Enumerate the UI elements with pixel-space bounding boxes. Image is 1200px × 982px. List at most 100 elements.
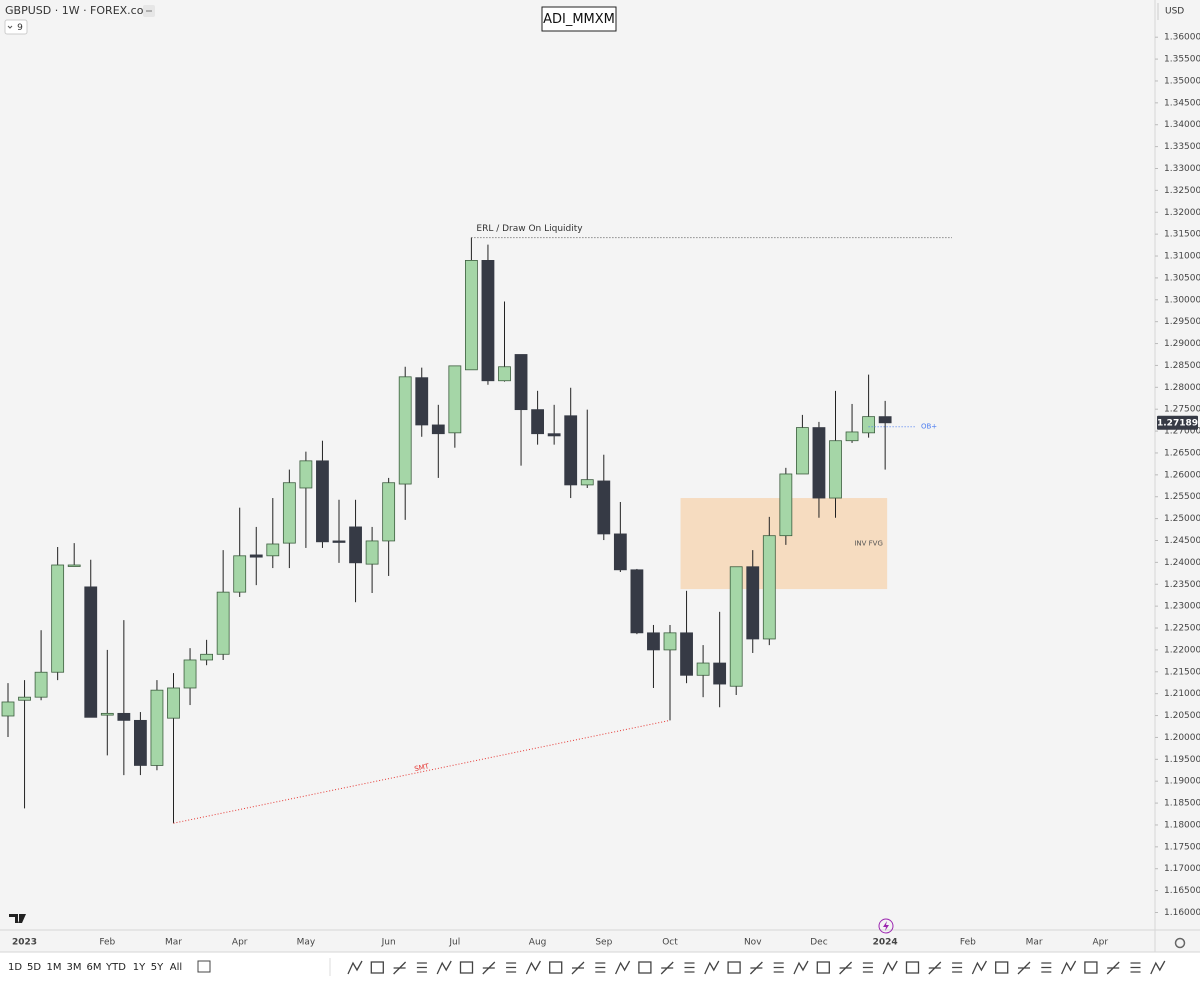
smt-label: SMT [414, 762, 431, 773]
range-button[interactable]: 1M [47, 962, 62, 973]
smt-line [173, 719, 671, 824]
candle-body-down [332, 540, 346, 543]
x-tick-label: Feb [960, 938, 976, 948]
events-icon[interactable] [878, 918, 894, 934]
drawing-tool[interactable] [459, 961, 474, 974]
indicators-toggle[interactable] [4, 19, 28, 35]
y-tick-label: 1.18000 [1164, 820, 1200, 830]
x-tick-label: Apr [232, 938, 248, 948]
fvg-label: INV FVG [854, 540, 883, 548]
candle-body-up [150, 689, 164, 766]
y-tick-label: 1.33500 [1164, 142, 1200, 152]
y-tick-label: 1.28000 [1164, 383, 1200, 393]
drawing-tool[interactable] [1061, 960, 1077, 975]
calendar-icon[interactable] [197, 960, 211, 973]
x-tick-label: Oct [662, 938, 678, 948]
candle-body-down [117, 712, 131, 721]
drawing-tool[interactable] [549, 961, 563, 974]
drawing-tool[interactable] [928, 961, 942, 975]
range-button[interactable]: 1D [8, 962, 22, 973]
toolbar: 1D 5D 1M 3M 6M YTD 1Y 5Y All [8, 958, 1166, 976]
candle-body-up [696, 662, 710, 676]
candle-body-down [481, 259, 495, 382]
candle-body-up [498, 366, 511, 382]
drawing-tool[interactable] [638, 961, 652, 974]
candle-body-down [133, 719, 147, 766]
drawing-tool[interactable] [595, 962, 606, 973]
y-tick-label: 1.19000 [1164, 777, 1200, 787]
y-tick-label: 1.16500 [1164, 886, 1200, 896]
candle-body-down [514, 354, 528, 411]
drawing-tool[interactable] [793, 960, 809, 975]
drawing-tool[interactable] [952, 962, 963, 973]
drawing-tool[interactable] [749, 961, 763, 975]
drawing-tool[interactable] [1150, 960, 1166, 975]
drawing-tool[interactable] [347, 960, 363, 975]
candle-body-up [67, 564, 81, 567]
candle-body-up [51, 564, 65, 673]
drawing-tool[interactable] [393, 961, 407, 975]
drawing-tool[interactable] [773, 962, 784, 973]
symbol-header: GBPUSD · 1W · FOREX.com [5, 4, 154, 17]
drawing-tool[interactable] [839, 961, 853, 975]
range-button[interactable]: 3M [67, 962, 82, 973]
drawing-tool[interactable] [1130, 962, 1141, 973]
y-tick-label: 1.29000 [1164, 339, 1200, 349]
drawing-tool[interactable] [436, 960, 452, 975]
x-tick-label: Jun [381, 938, 396, 948]
drawing-tool[interactable] [727, 961, 741, 974]
candle-body-up [365, 540, 379, 565]
drawing-tool[interactable] [525, 960, 541, 975]
y-tick-label: 1.16000 [1164, 908, 1200, 918]
drawing-tool[interactable] [1041, 962, 1052, 973]
candle-body-down [316, 460, 329, 543]
drawing-tool[interactable] [1084, 961, 1098, 974]
drawing-tool[interactable] [905, 961, 920, 974]
drawing-tool[interactable] [370, 961, 384, 974]
y-tick-label: 1.24500 [1164, 536, 1200, 546]
range-button[interactable]: 5D [27, 962, 41, 973]
drawing-tool[interactable] [862, 962, 873, 973]
candle-body-up [200, 653, 214, 661]
drawing-tool[interactable] [660, 961, 674, 975]
drawing-tool[interactable] [971, 960, 987, 975]
drawing-tool[interactable] [995, 961, 1009, 974]
y-tick-label: 1.26500 [1164, 448, 1200, 458]
settings-icon[interactable] [1174, 937, 1186, 949]
lightning-icon [883, 921, 889, 931]
range-button[interactable]: 1Y [133, 962, 146, 973]
drawing-tool[interactable] [1106, 961, 1120, 975]
x-tick-label: Feb [99, 938, 115, 948]
drawing-tool[interactable] [571, 961, 585, 975]
range-button[interactable]: All [170, 962, 182, 973]
y-tick-label: 1.32500 [1164, 186, 1200, 196]
drawing-tool[interactable] [416, 962, 427, 973]
y-tick-label: 1.34000 [1164, 120, 1200, 130]
range-button[interactable]: 5Y [151, 962, 164, 973]
drawing-tool[interactable] [816, 961, 830, 974]
range-button[interactable]: 6M [87, 962, 102, 973]
x-tick-label: May [297, 938, 316, 948]
y-tick-label: 1.25000 [1164, 514, 1200, 524]
candle-body-down [415, 377, 429, 426]
candle-body-up [216, 591, 230, 655]
ob-label: OB+ [921, 423, 937, 431]
y-tick-label: 1.21000 [1164, 689, 1200, 699]
y-tick-label: 1.19500 [1164, 755, 1200, 765]
candle-body-up [464, 259, 478, 371]
drawing-tool[interactable] [882, 960, 898, 975]
range-button[interactable]: YTD [105, 962, 126, 973]
x-tick-label: Mar [1026, 938, 1043, 948]
drawing-tool[interactable] [684, 962, 695, 973]
drawing-tool[interactable] [506, 962, 517, 973]
candle-body-up [183, 659, 197, 689]
drawing-tool[interactable] [704, 960, 720, 975]
y-tick-label: 1.31000 [1164, 252, 1200, 262]
drawing-tool[interactable] [615, 960, 631, 975]
candle-body-up [167, 687, 180, 719]
drawing-tool[interactable] [1017, 961, 1031, 975]
drawing-tool[interactable] [482, 961, 496, 975]
y-tick-label: 1.23000 [1164, 602, 1200, 612]
currency[interactable]: USD [1165, 7, 1184, 17]
